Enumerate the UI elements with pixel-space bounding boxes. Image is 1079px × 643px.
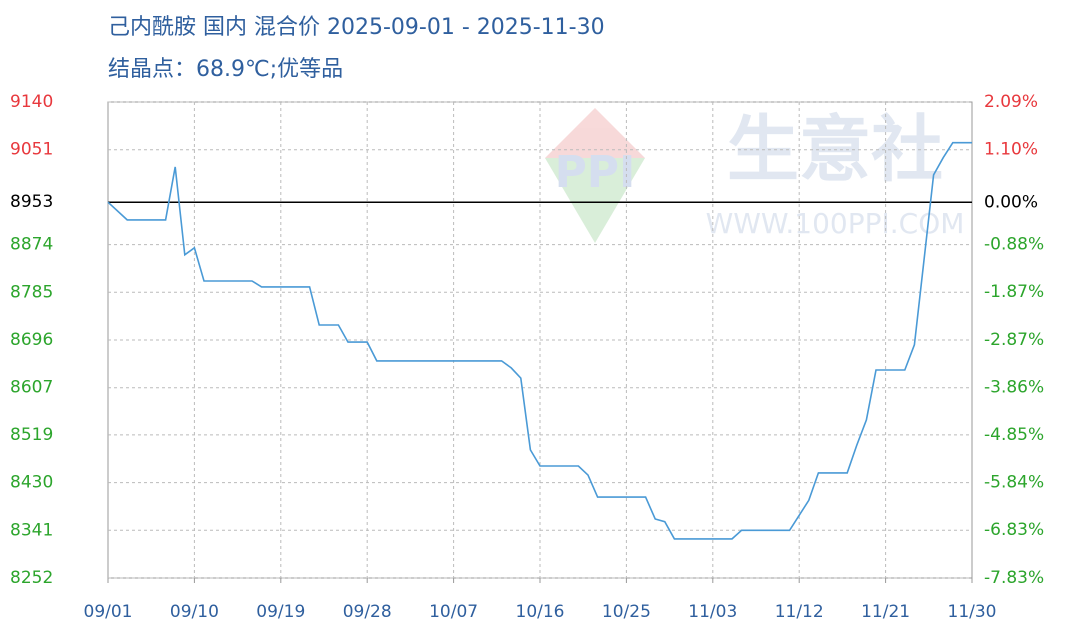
x-tick-label: 10/25 xyxy=(602,602,651,622)
x-tick-label: 11/21 xyxy=(861,602,910,622)
x-tick-label: 09/10 xyxy=(170,602,219,622)
watermark-shape xyxy=(545,158,645,243)
y2-tick-label: -0.88% xyxy=(984,235,1044,255)
y2-tick-label: -7.83% xyxy=(984,568,1044,588)
y2-tick-label: -4.85% xyxy=(984,425,1044,445)
y2-tick-label: 2.09% xyxy=(984,92,1038,112)
y-tick-label: 8696 xyxy=(10,330,53,350)
watermark-shape xyxy=(545,108,645,208)
y-tick-label: 8341 xyxy=(10,520,53,540)
x-tick-label: 09/01 xyxy=(84,602,133,622)
y2-tick-label: -1.87% xyxy=(984,282,1044,302)
y2-tick-label: -5.84% xyxy=(984,473,1044,493)
x-tick-label: 09/28 xyxy=(343,602,392,622)
x-tick-label: 11/12 xyxy=(775,602,824,622)
y-tick-label: 9051 xyxy=(10,140,53,160)
y2-tick-label: -6.83% xyxy=(984,520,1044,540)
y-tick-label: 8607 xyxy=(10,378,53,398)
y-tick-label: 8519 xyxy=(10,425,53,445)
x-tick-label: 11/03 xyxy=(688,602,737,622)
x-tick-label: 10/16 xyxy=(516,602,565,622)
y2-tick-label: -2.87% xyxy=(984,330,1044,350)
chart-subtitle: 结晶点：68.9℃;优等品 xyxy=(108,57,343,82)
y-tick-label: 9140 xyxy=(10,92,53,112)
x-tick-label: 09/19 xyxy=(256,602,305,622)
y2-tick-label: 0.00% xyxy=(984,192,1038,212)
line xyxy=(107,141,972,540)
y-tick-label: 8953 xyxy=(10,192,53,212)
y-tick-label: 8430 xyxy=(10,473,53,493)
watermark-logo: PPI xyxy=(555,147,636,198)
x-tick-label: 11/30 xyxy=(948,602,997,622)
watermark-url: WWW.100PPI.COM xyxy=(706,207,965,240)
y2-tick-label: -3.86% xyxy=(984,378,1044,398)
y-tick-label: 8252 xyxy=(10,568,53,588)
y2-tick-label: 1.10% xyxy=(984,140,1038,160)
watermark: PPI 生意社 WWW.100PPI.COM xyxy=(545,108,964,243)
y-tick-label: 8785 xyxy=(10,282,53,302)
y-tick-label: 8874 xyxy=(10,235,53,255)
x-tick-label: 10/07 xyxy=(429,602,478,622)
chart-title: 己内酰胺 国内 混合价 2025-09-01 - 2025-11-30 xyxy=(108,15,605,40)
